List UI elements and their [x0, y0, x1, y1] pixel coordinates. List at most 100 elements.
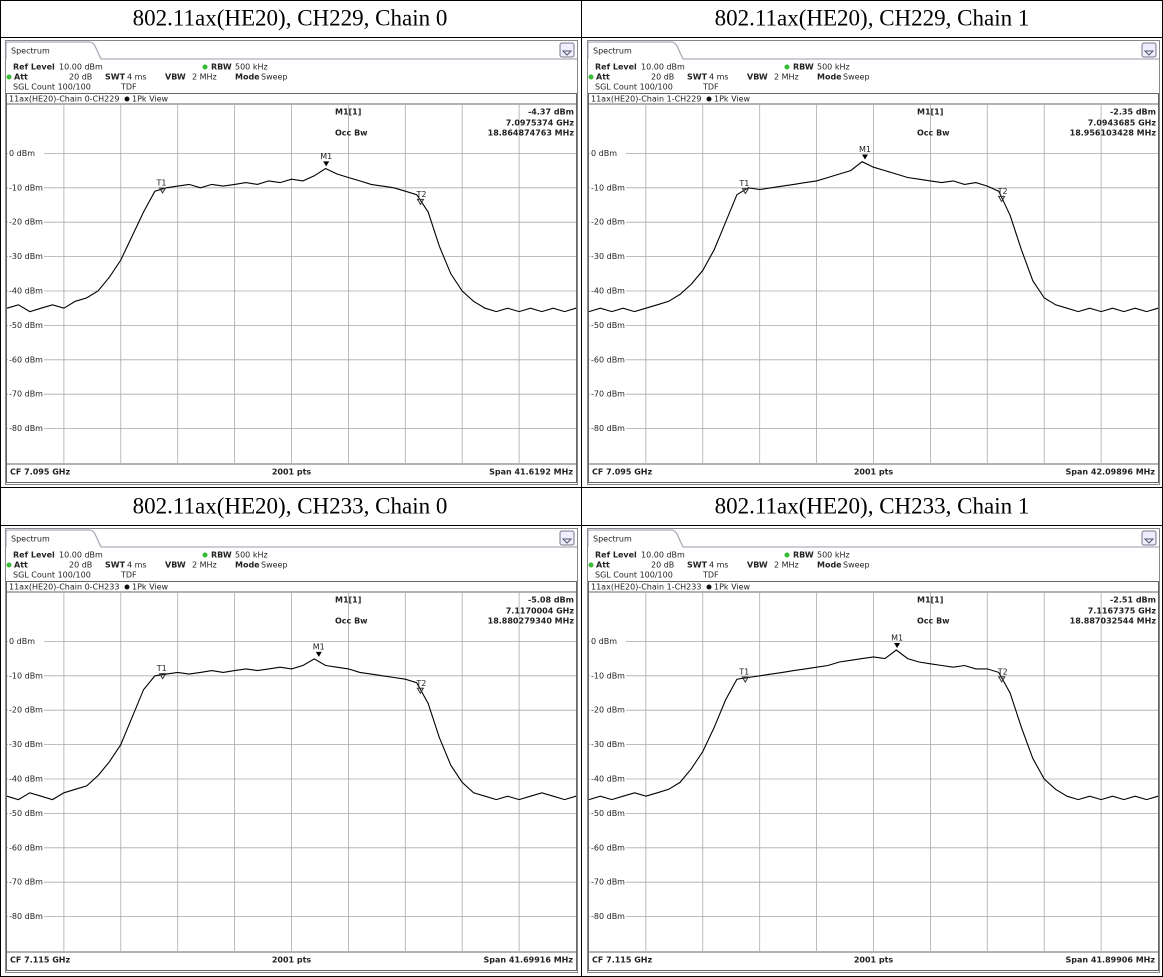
marker-t1-label: T1	[156, 664, 167, 673]
y-tick-label: -80 dBm	[9, 424, 43, 433]
menu-icon	[1141, 42, 1157, 58]
att: 20 dB	[69, 73, 92, 82]
status-dot	[588, 562, 594, 568]
rbw-label: RBW	[211, 63, 232, 72]
y-label-bg	[590, 354, 626, 365]
ref-level: 10.00 dBm	[59, 551, 103, 560]
spectrum-panel: Spectrum Ref Level 10.00 dBm RBW 500 kHz Att 2…	[587, 40, 1160, 485]
marker-level: -2.35 dBm	[1110, 108, 1156, 117]
marker-level: -5.08 dBm	[528, 596, 574, 605]
rbw-label: RBW	[793, 551, 814, 560]
y-label-bg	[590, 670, 626, 681]
swt: 4 ms	[709, 73, 729, 82]
y-label-bg	[8, 389, 44, 400]
mode: Sweep	[843, 561, 870, 570]
marker-t1	[741, 676, 750, 683]
marker-m1-label: M1	[891, 634, 903, 643]
view-dot	[124, 584, 130, 590]
trace-title: 11ax(HE20)-Chain 0-CH233	[9, 583, 119, 592]
center-frequency: CF 7.095 GHz	[592, 468, 652, 477]
y-tick-label: 0 dBm	[9, 149, 35, 158]
y-tick-label: -50 dBm	[9, 321, 43, 330]
y-label-bg	[8, 705, 44, 716]
marker-t1	[158, 673, 167, 680]
y-label-bg	[590, 911, 626, 922]
mode-label: Mode	[235, 73, 260, 82]
tab-label: Spectrum	[11, 535, 50, 544]
graph-frame	[6, 93, 577, 483]
ref-level-label: Ref Level	[595, 63, 637, 72]
y-label-bg	[8, 148, 44, 159]
y-label-bg	[8, 739, 44, 750]
status-dot	[784, 64, 790, 70]
occ-bw: 18.864874763 MHz	[488, 129, 575, 138]
y-tick-label: -60 dBm	[9, 843, 43, 852]
vbw: 2 MHz	[192, 561, 217, 570]
tab-label: Spectrum	[11, 47, 50, 56]
span: Span 41.69916 MHz	[484, 956, 574, 965]
ref-level: 10.00 dBm	[641, 63, 685, 72]
y-tick-label: -50 dBm	[591, 809, 625, 818]
menu-icon	[559, 530, 575, 546]
vbw: 2 MHz	[192, 73, 217, 82]
y-label-bg	[8, 182, 44, 193]
vbw-label: VBW	[165, 73, 186, 82]
marker-m1	[323, 161, 330, 167]
y-tick-label: -80 dBm	[9, 912, 43, 921]
y-tick-label: -10 dBm	[9, 671, 43, 680]
occ-bw-label: Occ Bw	[335, 617, 368, 626]
marker-t1	[158, 187, 167, 194]
marker-level: -2.51 dBm	[1110, 596, 1156, 605]
sweep-points: 2001 pts	[272, 468, 312, 477]
view: 1Pk View	[132, 583, 169, 592]
occ-bw: 18.887032544 MHz	[1070, 617, 1157, 626]
swt: 4 ms	[127, 73, 147, 82]
marker-freq: 7.0975374 GHz	[506, 119, 575, 128]
y-tick-label: -10 dBm	[9, 183, 43, 192]
y-tick-label: -60 dBm	[591, 355, 625, 364]
marker-title: M1[1]	[917, 596, 943, 605]
sweep-points: 2001 pts	[272, 956, 312, 965]
att: 20 dB	[69, 561, 92, 570]
spectrum-panel: Spectrum Ref Level 10.00 dBm RBW 500 kHz Att 2…	[5, 528, 578, 973]
sweep-points: 2001 pts	[854, 956, 894, 965]
status-dot	[6, 562, 12, 568]
sgl-count: SGL Count 100/100	[13, 83, 91, 92]
mode-label: Mode	[235, 561, 260, 570]
y-tick-label: -70 dBm	[9, 390, 43, 399]
swt-label: SWT	[105, 73, 126, 82]
swt: 4 ms	[709, 561, 729, 570]
y-label-bg	[590, 705, 626, 716]
marker-freq: 7.1167375 GHz	[1088, 607, 1157, 616]
view-dot	[124, 96, 130, 102]
tab-label: Spectrum	[593, 47, 632, 56]
rbw: 500 kHz	[817, 551, 850, 560]
y-label-bg	[8, 251, 44, 262]
occ-bw-label: Occ Bw	[917, 129, 950, 138]
rbw: 500 kHz	[817, 63, 850, 72]
status-dot	[588, 74, 594, 80]
y-tick-label: -40 dBm	[9, 775, 43, 784]
y-label-bg	[590, 739, 626, 750]
tab-label: Spectrum	[593, 535, 632, 544]
swt: 4 ms	[127, 561, 147, 570]
trace	[6, 167, 577, 313]
marker-t1	[741, 188, 750, 195]
sgl-count: SGL Count 100/100	[13, 571, 91, 580]
sgl-count: SGL Count 100/100	[595, 83, 673, 92]
occ-bw-label: Occ Bw	[917, 617, 950, 626]
att-label: Att	[14, 73, 28, 82]
y-tick-label: -20 dBm	[591, 706, 625, 715]
sweep-points: 2001 pts	[854, 468, 894, 477]
ref-level: 10.00 dBm	[59, 63, 103, 72]
center-frequency: CF 7.115 GHz	[592, 956, 652, 965]
att-label: Att	[596, 561, 610, 570]
ref-level: 10.00 dBm	[641, 551, 685, 560]
att: 20 dB	[651, 73, 674, 82]
y-tick-label: -30 dBm	[9, 252, 43, 261]
panel-heading: 802.11ax(HE20), CH233, Chain 0	[133, 493, 448, 518]
center-frequency: CF 7.115 GHz	[10, 956, 70, 965]
marker-t2	[997, 676, 1006, 683]
y-tick-label: -70 dBm	[591, 390, 625, 399]
occ-bw: 18.880279340 MHz	[488, 617, 575, 626]
